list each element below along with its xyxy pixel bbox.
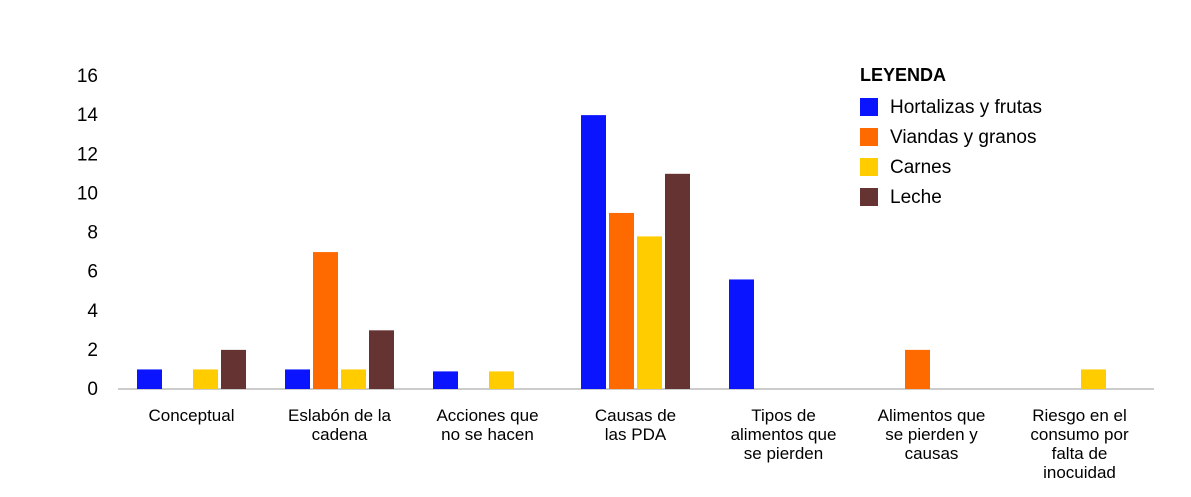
y-tick-label: 6 [87, 262, 98, 283]
y-tick-label: 12 [77, 144, 98, 165]
y-tick-label: 4 [87, 301, 98, 322]
x-tick-label: Acciones que no se hacen [436, 406, 538, 444]
x-tick-label: Riesgo en el consumo por falta de inocuidad [1030, 406, 1129, 482]
x-tick-label: Eslabón de la cadena [288, 406, 392, 444]
legend-label: Hortalizas y frutas [890, 97, 1042, 118]
bar [137, 369, 162, 389]
x-tick-label: Tipos de alimentos que se pierden [731, 406, 837, 463]
legend-swatch [860, 158, 878, 176]
legend-title: LEYENDA [860, 65, 946, 85]
legend-label: Viandas y granos [890, 127, 1036, 148]
y-tick-label: 0 [87, 379, 98, 400]
y-tick-label: 16 [77, 66, 98, 87]
bar [433, 371, 458, 389]
bar [609, 212, 634, 389]
legend-swatch [860, 188, 878, 206]
y-tick-label: 8 [87, 223, 98, 244]
legend-label: Carnes [890, 157, 951, 178]
x-tick-label: Conceptual [148, 406, 234, 425]
legend-swatch [860, 98, 878, 116]
bar [637, 236, 662, 389]
bar [313, 252, 338, 389]
y-tick-label: 14 [77, 105, 99, 126]
bar [729, 279, 754, 389]
legend-swatch [860, 128, 878, 146]
bar [369, 330, 394, 389]
x-tick-label: Causas de las PDA [595, 406, 676, 444]
y-tick-label: 2 [87, 340, 98, 361]
bar [341, 369, 366, 389]
bar [489, 371, 514, 389]
bar [285, 369, 310, 389]
y-tick-label: 10 [77, 183, 98, 204]
bar [1081, 369, 1106, 389]
bar [221, 349, 246, 389]
x-tick-label: Alimentos que se pierden y causas [878, 406, 986, 463]
legend-label: Leche [890, 187, 942, 208]
bar [905, 349, 930, 389]
bar [193, 369, 218, 389]
bar [581, 115, 606, 389]
bar [665, 173, 690, 389]
